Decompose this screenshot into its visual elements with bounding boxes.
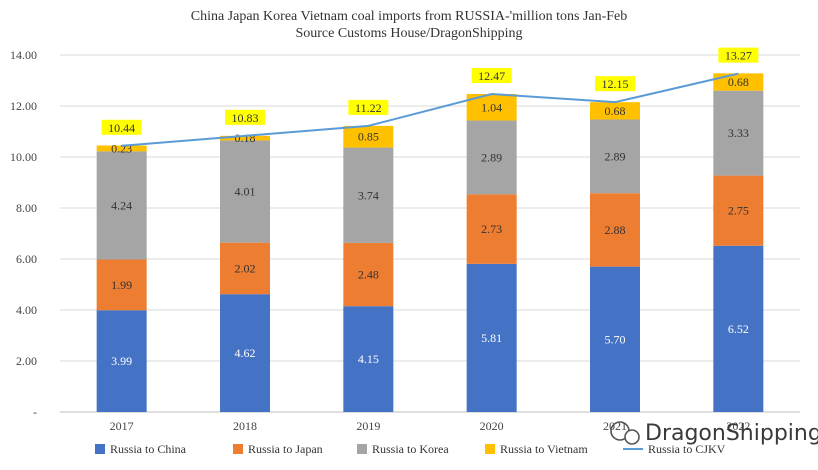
y-tick-label: 2.00 <box>16 354 37 368</box>
y-tick-label: 14.00 <box>10 48 37 62</box>
x-tick-label: 2021 <box>603 419 627 433</box>
bar-segment <box>96 151 147 260</box>
watermark: DragonShipping <box>610 421 818 446</box>
segment-value-label: 2.75 <box>728 204 749 218</box>
bar-segment <box>96 310 147 412</box>
bar-segment <box>96 145 147 152</box>
total-line-path <box>121 72 739 147</box>
segment-labels: 3.99 1.99 4.24 0.23 4.62 2.02 4.01 0.18 4.15 2.48… <box>111 75 749 368</box>
segment-value-label: 1.99 <box>111 278 132 292</box>
total-label-bg <box>225 109 265 125</box>
watermark-text: DragonShipping <box>645 421 818 446</box>
x-tick-label: 2022 <box>726 419 750 433</box>
total-label-bg <box>471 68 512 84</box>
bar-segment <box>590 102 640 120</box>
segment-value-label: 5.70 <box>605 332 626 346</box>
segment-value-label: 2.89 <box>481 150 502 164</box>
bar-segment <box>220 294 270 412</box>
legend-swatch <box>485 444 495 454</box>
segment-value-label: 4.15 <box>358 352 379 366</box>
legend: Russia to China Russia to Japan Russia to … <box>95 442 726 456</box>
bar-segment <box>713 73 764 91</box>
bar-segment <box>343 125 394 148</box>
bar-segment <box>220 140 270 243</box>
total-value-label: 10.44 <box>108 121 135 135</box>
bar-segment <box>343 147 394 243</box>
bar-segment <box>96 259 147 311</box>
total-line: 10.44 10.83 11.22 12.47 12.15 13.27 <box>101 47 759 147</box>
legend-swatch <box>233 444 243 454</box>
bar-segment <box>590 193 640 267</box>
bar-segment <box>343 306 394 412</box>
gridlines <box>60 54 800 413</box>
segment-value-label: 0.18 <box>235 131 256 145</box>
bar-segment <box>466 120 517 195</box>
total-label-bg <box>595 76 635 92</box>
x-tick-label: 2017 <box>110 419 134 433</box>
segment-value-label: 0.85 <box>358 130 379 144</box>
bar-segment <box>590 266 640 412</box>
total-label-bg <box>718 47 759 63</box>
y-tick-label: 6.00 <box>16 252 37 266</box>
segment-value-label: 0.23 <box>111 141 132 155</box>
total-label-bg <box>101 119 142 135</box>
bar-segment <box>220 135 270 141</box>
total-value-label: 11.22 <box>355 101 382 115</box>
bars <box>96 73 764 412</box>
segment-value-label: 5.81 <box>481 331 502 345</box>
y-tick-label: - <box>33 405 37 419</box>
chart-title: China Japan Korea Vietnam coal imports f… <box>191 9 628 24</box>
segment-value-label: 3.74 <box>358 188 379 202</box>
segment-value-label: 0.68 <box>728 75 749 89</box>
x-tick-label: 2018 <box>233 419 257 433</box>
bar-segment <box>713 245 764 412</box>
segment-value-label: 4.62 <box>235 346 256 360</box>
legend-swatch <box>95 444 105 454</box>
legend-swatch <box>357 444 367 454</box>
x-tick-label: 2020 <box>480 419 504 433</box>
legend-label: Russia to Korea <box>372 442 449 456</box>
bar-segment <box>713 175 764 246</box>
legend-label: Russia to China <box>110 442 187 456</box>
segment-value-label: 0.68 <box>605 104 626 118</box>
bar-segment <box>590 119 640 194</box>
wechat-logo-bubble-icon-small <box>624 429 640 445</box>
segment-value-label: 4.24 <box>111 198 132 212</box>
bar-segment <box>466 263 517 412</box>
segment-value-label: 2.02 <box>235 261 256 275</box>
y-tick-label: 10.00 <box>10 150 37 164</box>
y-tick-label: 12.00 <box>10 99 37 113</box>
segment-value-label: 6.52 <box>728 322 749 336</box>
bar-segment <box>466 194 517 264</box>
segment-value-label: 3.99 <box>111 354 132 368</box>
legend-label: Russia to CJKV <box>648 442 726 456</box>
x-tick-label: 2019 <box>356 419 380 433</box>
y-tick-label: 4.00 <box>16 303 37 317</box>
y-tick-label: 8.00 <box>16 201 37 215</box>
chart-subtitle: Source Customs House/DragonShipping <box>295 26 522 41</box>
segment-value-label: 2.73 <box>481 222 502 236</box>
y-axis-ticks: - 2.00 4.00 6.00 8.00 10.00 12.00 14.00 <box>10 48 37 419</box>
total-value-label: 12.47 <box>478 69 505 83</box>
segment-value-label: 1.04 <box>481 100 502 114</box>
bar-segment <box>713 90 764 176</box>
bar-segment <box>220 242 270 295</box>
segment-value-label: 2.48 <box>358 268 379 282</box>
total-value-label: 10.83 <box>232 111 259 125</box>
total-value-label: 12.15 <box>602 77 629 91</box>
bar-segment <box>343 242 394 307</box>
segment-value-label: 2.89 <box>605 149 626 163</box>
total-label-bg <box>348 99 389 115</box>
segment-value-label: 4.01 <box>235 185 256 199</box>
legend-label: Russia to Vietnam <box>500 442 588 456</box>
segment-value-label: 2.88 <box>605 223 626 237</box>
legend-label: Russia to Japan <box>248 442 323 456</box>
segment-value-label: 3.33 <box>728 126 749 140</box>
total-value-label: 13.27 <box>725 49 752 63</box>
